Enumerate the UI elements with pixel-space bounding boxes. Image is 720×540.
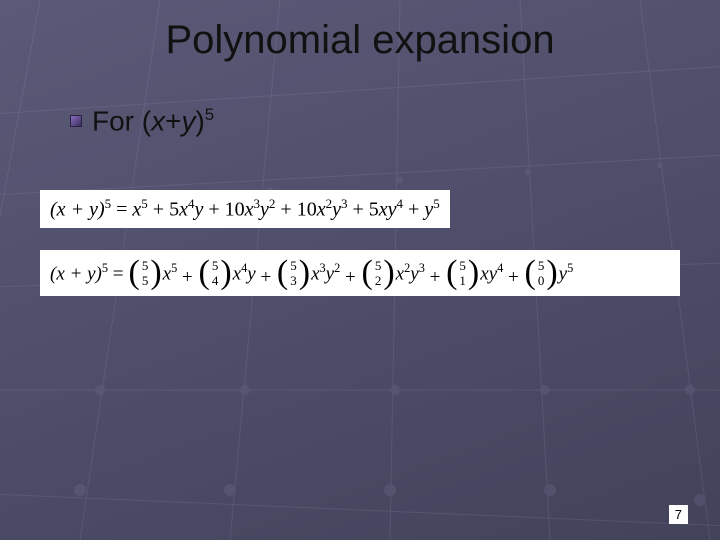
page-number: 7 bbox=[669, 505, 688, 524]
equation-binomial: (x + y)5 = (55)x5 + (54)x4y + (53)x3y2 +… bbox=[40, 250, 680, 296]
equation-expanded: (x + y)5 = x5 + 5x4y + 10x3y2 + 10x2y3 +… bbox=[40, 190, 450, 228]
binomial-terms: (55)x5 + (54)x4y + (53)x3y2 + (52)x2y3 +… bbox=[128, 256, 574, 290]
binomial-term: (53)x3y2 bbox=[276, 256, 340, 290]
binomial-term: (54)x4y bbox=[197, 256, 255, 290]
binomial-term: (52)x2y3 bbox=[361, 256, 425, 290]
bullet-icon bbox=[70, 115, 82, 127]
binomial-term: (51)xy4 bbox=[445, 256, 503, 290]
binomial-term: (50)y5 bbox=[524, 256, 574, 290]
binomial-term: (55)x5 bbox=[128, 256, 178, 290]
bullet-text: For (x+y)5 bbox=[92, 105, 214, 137]
slide-title: Polynomial expansion bbox=[0, 18, 720, 63]
bullet-item: For (x+y)5 bbox=[70, 105, 214, 137]
